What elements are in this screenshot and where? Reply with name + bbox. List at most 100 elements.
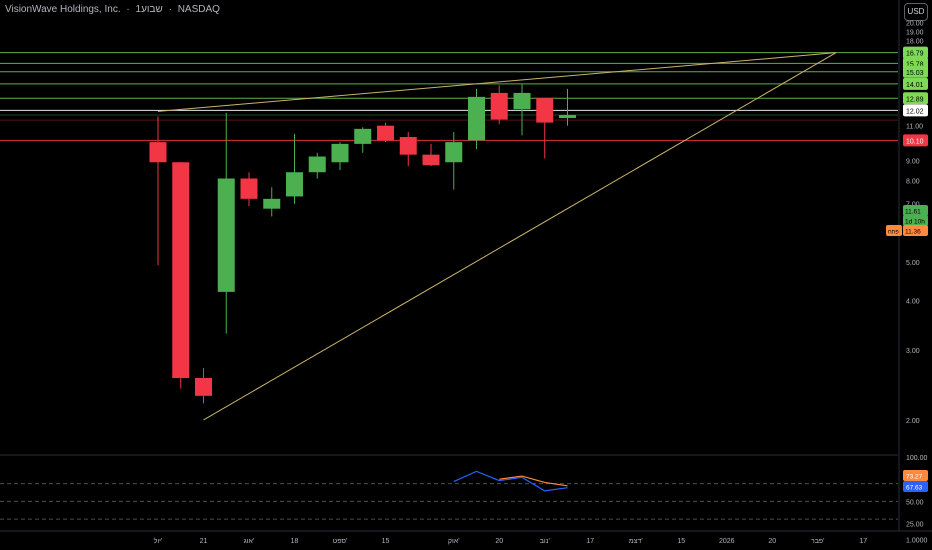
time-tick-label: 18 [291, 538, 299, 545]
candle-bear [172, 162, 190, 389]
trend-line [157, 52, 836, 112]
rsi-badge [903, 470, 928, 481]
chart-title: VisionWave Holdings, Inc. · 1שבוע · NASD… [5, 4, 223, 15]
price-badge-label: 1d 10h [905, 219, 925, 226]
level-tag-resistance [903, 65, 928, 78]
time-tick-label: 2026 [719, 538, 735, 545]
candle-body [308, 156, 326, 173]
price-badge-tag [886, 225, 902, 236]
rsi-badge [903, 481, 928, 492]
price-badge-tag-label: פתח [888, 230, 899, 236]
candle-body [422, 154, 440, 166]
time-tick-label: פבר' [811, 538, 825, 545]
symbol-name: VisionWave Holdings, Inc. [5, 4, 121, 15]
price-tick-label: 2.00 [906, 418, 920, 425]
candle-bear [422, 143, 440, 167]
price-badge-bull [903, 205, 928, 216]
candle-bear [399, 132, 417, 167]
candle-bull [559, 89, 576, 126]
time-tick-label: דצמ' [629, 538, 643, 545]
price-tick-label: 1.0000 [906, 538, 928, 545]
candle-body [377, 125, 394, 141]
candle-bull [286, 133, 303, 204]
time-tick-label: 17 [586, 538, 594, 545]
level-tag-label: 14.01 [906, 82, 924, 89]
price-badge-bull_countdown [903, 215, 928, 226]
level-tag-label: 12.89 [906, 96, 924, 103]
rsi-tick-label: 25.00 [906, 522, 924, 529]
time-tick-label: אוג' [244, 538, 255, 545]
candle-body [559, 115, 576, 119]
candle-body [195, 378, 212, 396]
price-tick-label: 18.00 [906, 39, 924, 46]
time-tick-label: 20 [768, 538, 776, 545]
rsi-series-line [453, 470, 568, 492]
candle-bull [217, 112, 235, 334]
candle-body [490, 92, 508, 120]
price-tick-label: 4.00 [906, 298, 920, 305]
price-tick-label: 11.00 [906, 124, 923, 131]
price-tick-label: 8.00 [906, 179, 920, 186]
price-badge-label: 11.36 [905, 229, 921, 236]
candle-body [286, 172, 303, 197]
level-tag-support [903, 134, 928, 147]
candle-body [536, 98, 554, 123]
level-tag-current [903, 104, 928, 117]
candle-bear [149, 116, 167, 266]
currency-button[interactable]: USD [904, 3, 928, 21]
time-tick-label: 17 [859, 538, 867, 545]
candle-bull [354, 127, 372, 153]
candle-bull [263, 187, 281, 217]
candle-body [399, 137, 417, 155]
rsi-tick-label: 50.00 [906, 499, 924, 506]
price-tick-label: 20.00 [906, 20, 924, 27]
price-tick-label: 5.00 [906, 260, 920, 267]
time-tick-label: 21 [200, 538, 208, 545]
time-tick-label: 15 [382, 538, 390, 545]
candle-body [468, 96, 485, 141]
time-tick-label: ספט' [333, 538, 348, 545]
price-badge-prev [903, 225, 928, 236]
candle-bear [377, 122, 394, 143]
candle-body [513, 92, 531, 110]
level-tag-label: 10.10 [906, 138, 924, 145]
price-badge-label: 11.61 [905, 209, 921, 216]
time-tick-label: 15 [677, 538, 685, 545]
candle-bear [240, 172, 258, 207]
price-tick-label: 19.00 [906, 29, 924, 36]
interval-label: 1שבוע [135, 4, 163, 15]
candle-body [445, 142, 463, 163]
candle-bull [308, 152, 326, 179]
candle-bear [536, 98, 554, 159]
rsi-series-line [499, 475, 568, 487]
exchange-label: NASDAQ [177, 4, 220, 15]
title-separator-2: · [168, 4, 172, 15]
candle-bull [445, 132, 463, 190]
time-tick-label: אוק' [448, 538, 460, 545]
candle-body [263, 198, 281, 209]
candle-body [331, 143, 349, 163]
rsi-tick-label: 100.00 [906, 455, 928, 462]
candle-bull [331, 142, 349, 171]
time-tick-label: נוב' [540, 538, 550, 545]
level-tag-label: 15.78 [906, 61, 924, 68]
level-tag-label: 12.02 [906, 108, 924, 115]
candle-bull [513, 84, 531, 136]
candle-body [172, 162, 190, 379]
time-tick-label: יול' [154, 537, 163, 545]
price-tick-label: 3.00 [906, 348, 920, 355]
candle-body [240, 178, 258, 199]
time-tick-label: 20 [495, 538, 503, 545]
candle-bear [195, 368, 212, 404]
level-tag-resistance [903, 46, 928, 59]
price-tick-label: 9.00 [906, 158, 920, 165]
candle-body [217, 178, 235, 292]
candle-body [354, 128, 372, 144]
candle-bear [490, 85, 508, 125]
level-tag-resistance [903, 92, 928, 105]
level-tag-label: 16.79 [906, 51, 924, 58]
rsi-badge-label: 73.27 [906, 474, 923, 481]
candle-body [149, 142, 167, 163]
candle-bull [468, 89, 485, 150]
